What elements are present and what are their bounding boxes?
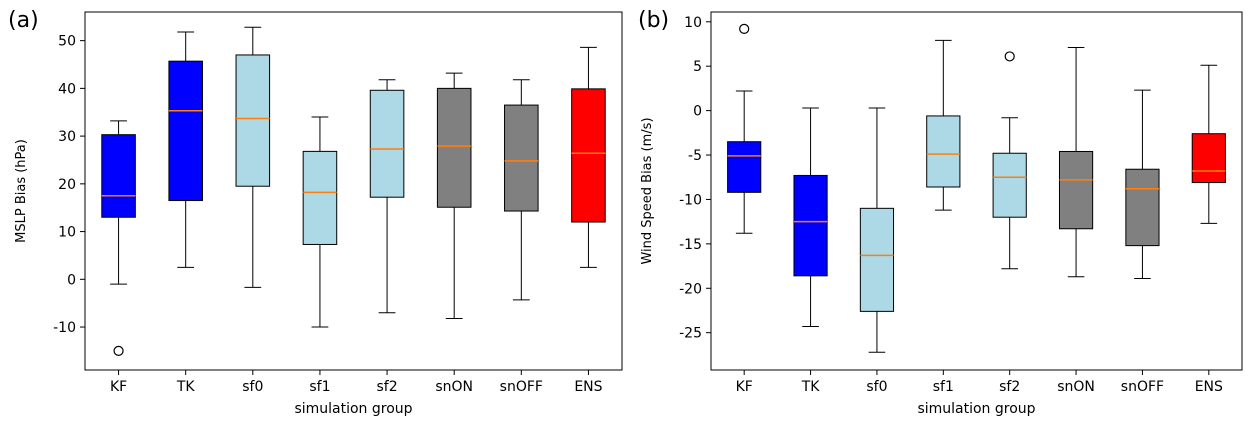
panel-b-y-tick-label: 0: [693, 104, 702, 120]
panel-b-box-ENS: [1191, 64, 1226, 224]
panel-a-y-tick-label: 10: [58, 225, 76, 241]
panel-a-box-snOFF: [504, 79, 539, 301]
panel-a-iqr-box-sf0: [235, 54, 271, 187]
panel-a-iqr-box-sf1: [302, 150, 338, 245]
panel-a-box-ENS: [571, 46, 606, 268]
panel-b-iqr-box-sf2: [992, 152, 1027, 218]
panel-b-y-tick-label: -10: [679, 192, 702, 208]
panel-b-axes-frame: [710, 11, 1243, 371]
panel-a-iqr-box-TK: [168, 60, 203, 202]
panel-a-x-tick-label-TK: TK: [176, 379, 196, 395]
panel-b-box-KF: [727, 23, 762, 234]
panel-a-box-sf0: [235, 26, 271, 288]
panel-b-box-sf1: [926, 39, 961, 211]
panel-a-y-tick-label: 40: [58, 81, 76, 97]
panel-b-x-tick-label-snON: snON: [1057, 379, 1095, 395]
panel-b-x-tick-label-sf0: sf0: [866, 379, 887, 395]
panel-a-x-tick-label-sf0: sf0: [242, 379, 263, 395]
panel-a-x-tick-label-KF: KF: [110, 379, 127, 395]
panel-b-box-snON: [1058, 47, 1094, 278]
panel-b-box-TK: [793, 107, 828, 327]
panel-b-y-tick-label: 5: [693, 59, 702, 75]
panel-a-outlier-KF: [113, 345, 124, 357]
panel-a-box-snON: [436, 72, 472, 319]
panel-a-box-sf1: [302, 116, 338, 328]
panel-a-x-tick-label-snON: snON: [435, 379, 473, 395]
panel-b-y-axis-label: Wind Speed Bias (m/s): [640, 117, 655, 264]
panel-b-iqr-box-snON: [1058, 150, 1094, 230]
panel-b-y-tick-label: -20: [679, 281, 702, 297]
panel-b-iqr-box-KF: [727, 141, 762, 193]
panel-a-x-tick-label-sf1: sf1: [309, 379, 330, 395]
panel-a-x-axis-label: simulation group: [294, 401, 412, 417]
panel-b-x-tick-label-KF: KF: [736, 379, 753, 395]
panel-b-label: (b): [638, 8, 669, 33]
panel-b-x-tick-label-TK: TK: [801, 379, 821, 395]
panel-a-x-tick-label-snOFF: snOFF: [500, 379, 543, 395]
panel-a-label: (a): [8, 8, 39, 33]
panel-a: (a) -10 0 10 20 30 40 50 KF TK sf0 sf1 sf2 snON snOFF…: [8, 8, 623, 417]
panel-b-y-tick-label: 10: [684, 15, 702, 31]
panel-b-outlier-KF: [739, 23, 750, 34]
panel-a-axes-frame: [84, 11, 623, 371]
panel-b-outlier-sf2: [1004, 51, 1015, 62]
panel-a-box-KF: [101, 120, 136, 357]
panel-a-iqr-box-snON: [436, 87, 472, 208]
panel-a-x-tick-label-sf2: sf2: [376, 379, 397, 395]
panel-a-y-tick-label: 30: [58, 129, 76, 145]
panel-b: (b) -25 -20 -15 -10 -5 0 5 10 KF TK sf0 sf1 sf2 snON s…: [638, 8, 1243, 417]
panel-b-iqr-box-snOFF: [1125, 168, 1160, 247]
panel-a-y-tick-label: -10: [53, 320, 76, 336]
panel-a-iqr-box-snOFF: [504, 104, 539, 212]
panel-b-box-sf0: [859, 107, 895, 353]
panel-b-plot-area: -25 -20 -15 -10 -5 0 5 10 KF TK sf0 sf1 sf2 snON snOFF…: [679, 11, 1243, 395]
panel-b-iqr-box-ENS: [1191, 133, 1226, 184]
panel-a-iqr-box-KF: [101, 134, 136, 218]
panel-a-box-TK: [168, 31, 203, 268]
panel-b-x-axis-label: simulation group: [917, 401, 1035, 417]
panel-a-y-axis-label: MSLP Bias (hPa): [14, 139, 29, 243]
panel-b-box-sf2: [992, 51, 1027, 270]
panel-a-iqr-box-sf2: [369, 89, 405, 198]
panel-b-box-snOFF: [1125, 89, 1160, 280]
panel-a-y-tick-label: 50: [58, 34, 76, 50]
panel-a-box-sf2: [369, 79, 405, 314]
panel-b-x-tick-label-snOFF: snOFF: [1121, 379, 1164, 395]
panel-a-y-tick-label: 20: [58, 177, 76, 193]
panel-a-iqr-box-ENS: [571, 88, 606, 223]
panel-b-y-tick-label: -15: [679, 237, 702, 253]
panel-a-x-tick-label-ENS: ENS: [574, 379, 602, 395]
panel-b-x-tick-label-sf1: sf1: [933, 379, 954, 395]
panel-b-x-tick-label-ENS: ENS: [1195, 379, 1223, 395]
panel-a-plot-area: -10 0 10 20 30 40 50 KF TK sf0 sf1 sf2 snON snOFF ENS: [53, 11, 623, 395]
panel-b-iqr-box-sf0: [859, 207, 895, 312]
panel-a-y-tick-label: 0: [67, 272, 76, 288]
panel-b-y-tick-label: -5: [688, 148, 702, 164]
panel-b-x-tick-label-sf2: sf2: [999, 379, 1020, 395]
panel-b-iqr-box-TK: [793, 174, 828, 277]
panel-b-y-tick-label: -25: [679, 326, 702, 342]
panel-b-iqr-box-sf1: [926, 115, 961, 188]
